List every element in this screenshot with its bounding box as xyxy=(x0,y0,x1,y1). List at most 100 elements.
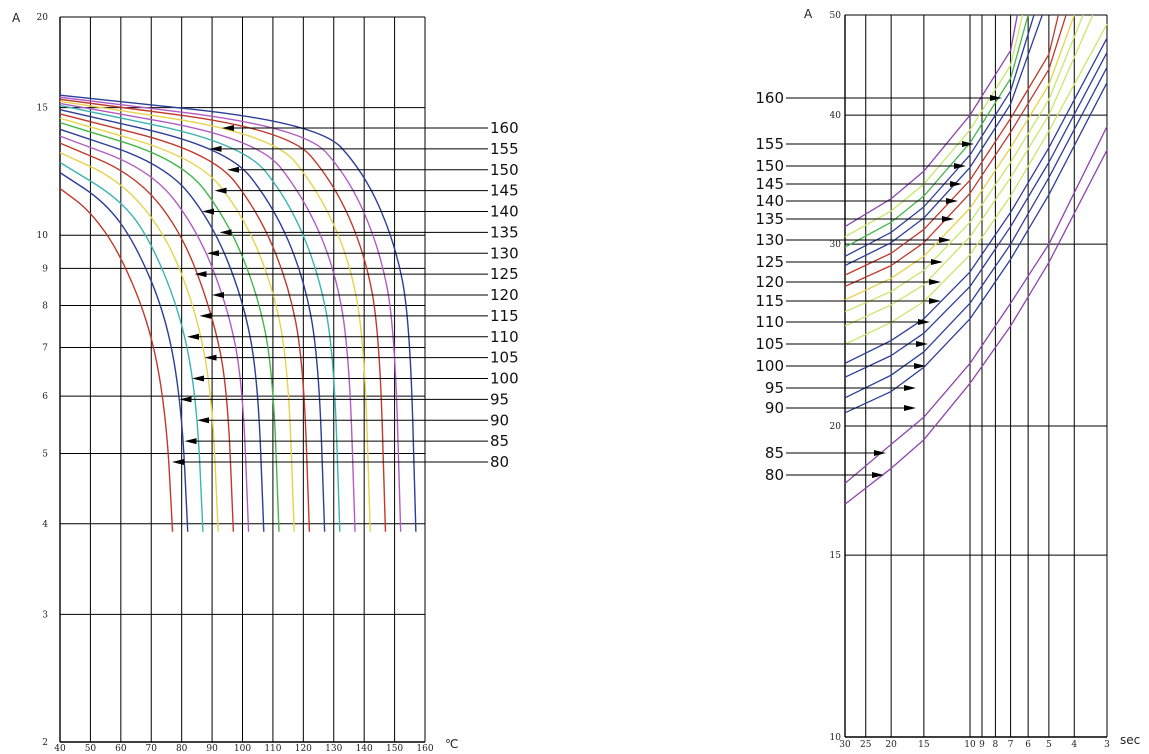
chart1-curve-label: 130 xyxy=(490,244,519,262)
chart2-x-tick-label: 6 xyxy=(1025,740,1031,750)
chart2-curve-label: 85 xyxy=(765,444,784,462)
chart1-x-tick-label: 50 xyxy=(85,744,97,754)
chart2-arrow-marker xyxy=(929,298,941,304)
chart2-curve-90 xyxy=(844,82,1108,414)
chart1-curve-100 xyxy=(59,142,235,532)
chart1-curve-label: 155 xyxy=(490,140,519,158)
chart1-curve-95 xyxy=(59,152,219,532)
chart1-curve-140 xyxy=(59,102,356,532)
chart1-y-tick-label: 4 xyxy=(42,520,48,530)
chart1-curve-80 xyxy=(59,187,174,532)
chart2-arrow-marker xyxy=(942,216,954,222)
chart2-curve-105 xyxy=(844,37,1108,364)
chart2-arrow-marker xyxy=(954,163,966,169)
chart2-y-tick-label: 10 xyxy=(830,733,842,743)
chart1-arrow-marker xyxy=(179,396,192,403)
chart1-curve-110 xyxy=(59,128,265,532)
chart-temperature-derating: A ℃ 808590951001051101151201251301351401… xyxy=(12,11,519,754)
chart1-x-tick-label: 160 xyxy=(416,744,433,754)
chart2-curve-85 xyxy=(844,126,1108,484)
chart1-arrow-marker xyxy=(214,187,227,194)
chart2-curve-100 xyxy=(844,52,1108,378)
chart1-curve-150 xyxy=(59,98,387,532)
chart2-curve-label: 120 xyxy=(755,273,784,291)
chart1-curve-labels: 80 85 90 95 100 105 110 115 120 125 130 135 140 145 15… xyxy=(172,119,519,471)
chart1-y-tick-label: 7 xyxy=(42,344,48,354)
chart1-curve-130 xyxy=(59,109,326,532)
chart1-x-tick-label: 110 xyxy=(264,744,281,754)
chart1-y-tick-label: 8 xyxy=(42,302,48,312)
chart1-x-tick-label: 120 xyxy=(295,744,312,754)
chart1-curve-145 xyxy=(59,100,371,532)
chart2-curve-label: 145 xyxy=(755,175,784,193)
chart1-x-tick-label: 70 xyxy=(146,744,158,754)
chart2-curve-label: 100 xyxy=(755,357,784,375)
chart1-arrow-marker xyxy=(207,250,219,257)
chart1-arrow-marker xyxy=(227,166,239,173)
chart2-y-tick-label: 50 xyxy=(830,11,842,21)
chart1-x-tick-label: 100 xyxy=(234,744,251,754)
chart1-curve-85 xyxy=(59,172,189,532)
chart2-curve-160 xyxy=(844,14,1018,228)
chart1-ticks: 40 50 60 70 80 90 100 110 120 130 140 150 160 2 3 4 5 6 7 8… xyxy=(37,13,434,754)
chart2-curve-label: 110 xyxy=(755,313,784,331)
chart1-x-tick-label: 130 xyxy=(325,744,342,754)
chart2-curve-label: 80 xyxy=(765,466,784,484)
chart1-curve-label: 105 xyxy=(490,349,519,367)
chart2-y-tick-label: 20 xyxy=(830,422,842,432)
chart2-x-tick-label: 25 xyxy=(860,740,872,750)
chart2-curve-label: 155 xyxy=(755,135,784,153)
chart1-arrow-marker xyxy=(199,312,212,319)
chart2-x-tick-label: 20 xyxy=(885,740,897,750)
chart2-curve-labels: 8085909510010511011512012513013514014515… xyxy=(755,89,1002,484)
chart1-y-tick-label: 6 xyxy=(42,392,48,402)
chart1-y-tick-label: 15 xyxy=(37,104,49,114)
chart2-curve-80 xyxy=(844,149,1108,505)
chart2-xlabel: sec xyxy=(1120,733,1140,747)
chart2-curve-145 xyxy=(844,14,1035,257)
chart2-y-tick-label: 30 xyxy=(830,240,842,250)
chart1-curve-label: 80 xyxy=(490,453,509,471)
chart2-curve-label: 125 xyxy=(755,253,784,271)
chart1-arrow-marker xyxy=(204,354,217,361)
chart1-xlabel: ℃ xyxy=(445,737,458,751)
chart1-ylabel: A xyxy=(12,11,21,25)
chart2-curve-label: 160 xyxy=(755,89,784,107)
chart1-curve-label: 135 xyxy=(490,223,519,241)
chart1-y-tick-label: 2 xyxy=(42,738,48,748)
chart1-x-tick-label: 140 xyxy=(356,744,373,754)
chart2-arrow-marker xyxy=(931,259,943,265)
chart2-curve-95 xyxy=(844,66,1108,399)
chart2-curve-label: 95 xyxy=(765,379,784,397)
chart2-curve-120 xyxy=(844,14,1084,313)
chart2-curve-label: 135 xyxy=(755,210,784,228)
chart2-curve-label: 115 xyxy=(755,292,784,310)
chart2-x-tick-label: 9 xyxy=(979,740,985,750)
chart2-grid xyxy=(844,14,1108,738)
chart2-y-tick-label: 15 xyxy=(830,551,842,561)
chart2-curve-label: 90 xyxy=(765,399,784,417)
chart1-curve-label: 160 xyxy=(490,119,519,137)
chart1-curve-label: 115 xyxy=(490,307,519,325)
chart2-arrow-marker xyxy=(990,95,1002,101)
chart2-arrow-marker xyxy=(929,279,941,285)
chart1-arrow-marker xyxy=(197,417,209,424)
chart1-curve-label: 150 xyxy=(490,161,519,179)
chart1-arrow-marker xyxy=(184,438,197,445)
chart1-curve-label: 145 xyxy=(490,182,519,200)
chart2-curve-135 xyxy=(844,14,1059,276)
chart2-curve-130 xyxy=(844,14,1067,288)
chart1-y-tick-label: 5 xyxy=(42,449,48,459)
chart1-curve-label: 120 xyxy=(490,286,519,304)
chart2-curve-140 xyxy=(844,14,1043,267)
chart2-arrow-marker xyxy=(962,141,974,147)
chart1-x-tick-label: 90 xyxy=(206,744,218,754)
chart2-x-tick-label: 15 xyxy=(918,740,930,750)
chart1-x-tick-label: 80 xyxy=(176,744,188,754)
chart2-arrow-marker xyxy=(874,450,886,456)
chart1-arrow-marker xyxy=(219,229,232,236)
chart2-arrow-marker xyxy=(904,385,916,391)
chart1-curve-135 xyxy=(59,104,341,532)
